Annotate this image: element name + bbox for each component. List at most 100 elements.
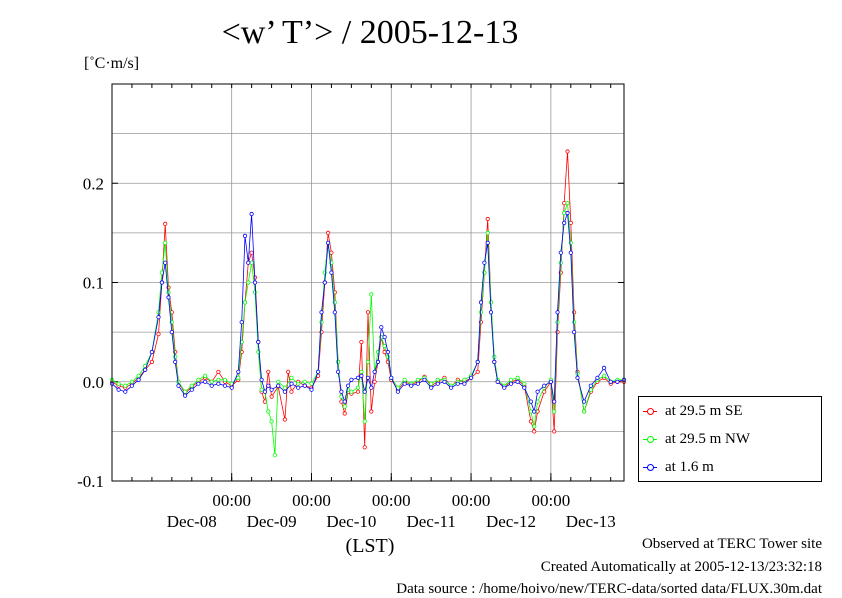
data-point-1-6m <box>562 220 567 225</box>
data-point-1-6m <box>315 369 321 374</box>
data-point-nw <box>382 343 387 349</box>
data-point-1-6m <box>176 383 181 388</box>
day-label: Dec-13 <box>566 512 616 531</box>
data-point-nw <box>528 409 534 414</box>
data-point-se <box>342 411 347 416</box>
day-label: Dec-12 <box>486 512 536 531</box>
data-point-1-6m <box>325 240 331 245</box>
data-point-nw <box>129 379 134 384</box>
data-point-1-6m <box>571 329 577 335</box>
data-point-1-6m <box>595 375 600 380</box>
data-point-1-6m <box>462 381 467 386</box>
data-point-1-6m <box>236 369 241 374</box>
x-tick-label: 00:00 <box>372 491 411 510</box>
data-point-nw <box>183 389 188 394</box>
data-point-1-6m <box>259 377 264 382</box>
data-point-nw <box>522 381 527 386</box>
data-point-1-6m <box>345 383 351 388</box>
data-point-nw <box>136 373 141 378</box>
data-point-nw <box>196 377 201 382</box>
footer-data-source: Data source : /home/hoivo/new/TERC-data/… <box>396 581 822 597</box>
data-point-1-6m <box>269 387 274 392</box>
data-point-se <box>325 230 331 235</box>
data-point-nw <box>276 379 281 384</box>
data-point-1-6m <box>478 300 484 305</box>
data-point-nw <box>335 359 341 364</box>
series-line-nw <box>111 202 624 456</box>
day-label: Dec-08 <box>167 512 217 531</box>
data-point-1-6m <box>382 334 387 340</box>
data-point-1-6m <box>262 389 267 394</box>
data-point-1-6m <box>136 377 141 382</box>
data-point-se <box>282 417 287 422</box>
data-point-1-6m <box>608 379 613 384</box>
data-point-nw <box>478 310 484 315</box>
data-point-1-6m <box>116 387 121 392</box>
y-tick-label: 0.2 <box>83 174 104 193</box>
data-point-nw <box>189 383 194 388</box>
data-point-1-6m <box>242 233 248 238</box>
legend-item-nw: at 29.5 m NW <box>643 429 750 449</box>
axis-ticks <box>111 84 624 482</box>
data-point-nw <box>462 377 467 382</box>
data-point-se <box>565 149 570 154</box>
day-label: Dec-11 <box>406 512 455 531</box>
data-point-1-6m <box>239 320 244 325</box>
data-point-1-6m <box>169 329 174 335</box>
legend-marker-nw <box>643 432 657 446</box>
data-point-nw <box>319 320 324 325</box>
data-point-se <box>156 331 161 337</box>
legend-marker-se <box>643 404 657 418</box>
y-tick-label: -0.1 <box>77 472 104 491</box>
data-point-1-6m <box>143 367 148 372</box>
y-tick-label: 0.0 <box>83 373 104 392</box>
data-point-1-6m <box>209 383 214 388</box>
data-point-1-6m <box>581 399 587 404</box>
data-point-1-6m <box>342 399 347 404</box>
data-point-nw <box>249 260 254 265</box>
data-point-nw <box>515 375 520 380</box>
data-point-1-6m <box>302 383 307 388</box>
axis-labels: -0.1 0.0 0.1 0.2 00:00 00:00 00:00 00:00 00:00 De… <box>77 174 616 531</box>
data-point-se <box>369 409 374 414</box>
data-point-nw <box>342 404 347 409</box>
data-point-se <box>552 429 557 434</box>
data-point-1-6m <box>322 280 327 285</box>
data-point-nw <box>359 369 364 374</box>
data-point-nw <box>242 300 248 305</box>
legend: at 29.5 m SE at 29.5 m NW at 1.6 m <box>638 396 822 482</box>
series-line-se <box>111 151 624 448</box>
data-point-1-6m <box>256 339 261 345</box>
data-point-1-6m <box>372 369 377 374</box>
data-point-nw <box>402 377 407 382</box>
data-point-1-6m <box>276 383 281 388</box>
data-point-se <box>372 379 377 384</box>
data-point-1-6m <box>552 399 557 404</box>
legend-item-se: at 29.5 m SE <box>643 401 743 421</box>
data-point-1-6m <box>502 385 507 390</box>
data-point-nw <box>173 354 178 359</box>
data-point-1-6m <box>335 369 341 374</box>
data-point-1-6m <box>349 377 354 382</box>
data-point-nw <box>269 419 274 424</box>
data-point-se <box>149 359 154 364</box>
data-point-1-6m <box>455 381 460 386</box>
data-point-1-6m <box>123 389 128 394</box>
data-point-1-6m <box>216 381 221 386</box>
data-point-1-6m <box>492 359 497 364</box>
data-point-1-6m <box>429 385 434 390</box>
data-point-nw <box>488 300 494 305</box>
data-point-nw <box>163 240 168 245</box>
data-point-nw <box>355 385 361 390</box>
data-point-1-6m <box>435 381 440 386</box>
data-point-1-6m <box>329 270 334 275</box>
data-point-1-6m <box>282 389 287 394</box>
data-point-nw <box>365 359 371 364</box>
data-point-1-6m <box>203 379 208 384</box>
data-point-1-6m <box>266 383 271 388</box>
data-point-1-6m <box>515 379 520 384</box>
data-point-1-6m <box>296 385 301 390</box>
legend-marker-1-6m <box>643 460 657 474</box>
data-point-se <box>362 445 367 450</box>
data-point-1-6m <box>482 260 487 265</box>
